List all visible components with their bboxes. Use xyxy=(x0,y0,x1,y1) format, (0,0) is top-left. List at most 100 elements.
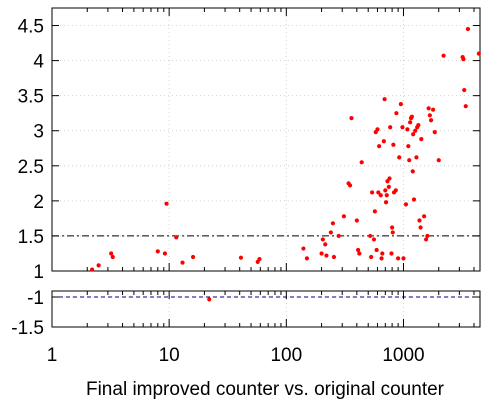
grid-layer xyxy=(52,8,480,327)
tick-layer: 11.522.533.544.5-1-1.51 10 100 1000 xyxy=(11,8,480,366)
data-point xyxy=(383,188,388,193)
data-point xyxy=(416,123,421,128)
y-tick-label: 1.5 xyxy=(18,227,44,248)
data-point xyxy=(405,127,410,132)
data-point xyxy=(428,118,434,123)
data-point xyxy=(403,202,409,207)
data-point xyxy=(379,256,384,261)
data-point xyxy=(375,127,380,132)
data-point xyxy=(331,254,337,260)
x-tick-label: 1000 xyxy=(382,345,424,366)
data-point xyxy=(397,155,402,160)
data-point xyxy=(426,106,431,111)
data-point xyxy=(378,193,383,198)
data-point xyxy=(382,97,387,102)
data-point xyxy=(408,120,413,125)
x-tick-label: 100 xyxy=(270,345,302,366)
data-point xyxy=(374,247,379,253)
data-point xyxy=(377,144,382,149)
y-tick-label: 2.5 xyxy=(18,157,44,178)
data-point xyxy=(463,104,468,109)
data-point xyxy=(423,237,429,242)
data-point xyxy=(368,233,373,239)
data-point xyxy=(390,225,395,230)
data-point xyxy=(356,247,361,253)
data-point xyxy=(109,251,114,256)
data-point xyxy=(354,218,359,223)
data-point xyxy=(401,256,406,261)
data-point xyxy=(301,246,306,251)
data-point xyxy=(341,214,346,219)
data-point xyxy=(369,254,374,260)
data-point xyxy=(257,256,262,262)
plot-frames xyxy=(51,7,481,328)
x-axis-title: Final improved counter vs. original coun… xyxy=(86,379,445,400)
data-point xyxy=(390,230,395,235)
data-point xyxy=(359,160,364,165)
data-point xyxy=(370,190,375,195)
data-point xyxy=(383,200,389,205)
data-point xyxy=(174,235,179,240)
data-point xyxy=(462,87,467,93)
data-point xyxy=(349,116,354,121)
data-point xyxy=(320,237,325,242)
y-tick-label: 2 xyxy=(33,192,44,213)
data-point xyxy=(386,184,391,189)
data-point xyxy=(400,125,405,130)
data-point xyxy=(411,132,416,137)
data-point xyxy=(422,214,427,219)
data-point xyxy=(371,237,377,242)
data-point xyxy=(357,251,362,256)
data-point xyxy=(207,297,212,302)
data-point xyxy=(324,253,329,258)
data-point xyxy=(407,158,412,163)
data-point xyxy=(461,57,466,62)
data-point xyxy=(336,233,341,239)
data-point xyxy=(441,53,446,58)
data-point xyxy=(393,188,398,193)
data-point xyxy=(164,201,169,206)
data-point xyxy=(411,197,417,202)
data-point xyxy=(413,128,418,133)
data-point xyxy=(238,255,244,260)
data-point xyxy=(381,139,386,144)
data-point xyxy=(380,251,385,256)
data-point xyxy=(427,113,432,118)
data-point xyxy=(418,225,423,230)
data-point xyxy=(389,251,394,256)
data-point xyxy=(323,242,328,247)
data-point xyxy=(180,260,185,265)
data-point xyxy=(406,144,411,149)
data-point xyxy=(465,26,471,32)
data-point xyxy=(432,130,437,135)
points-layer xyxy=(90,26,481,302)
data-point xyxy=(410,169,415,174)
data-point xyxy=(476,51,481,56)
y-tick-label: 4 xyxy=(33,52,44,73)
data-point xyxy=(347,183,353,188)
reference-lines-layer xyxy=(52,235,480,298)
data-point xyxy=(330,221,336,226)
x-tick-label: 1 xyxy=(47,345,58,366)
data-point xyxy=(409,114,414,119)
data-point xyxy=(396,256,401,261)
plot-frame xyxy=(51,290,481,328)
data-point xyxy=(328,230,333,235)
y-tick-label: 3 xyxy=(33,122,44,143)
data-point xyxy=(419,137,424,142)
y-tick-label: 4.5 xyxy=(18,17,44,38)
data-point xyxy=(96,263,101,268)
data-point xyxy=(394,111,399,116)
data-point xyxy=(162,251,168,256)
data-point xyxy=(398,101,403,107)
data-point xyxy=(376,190,381,195)
data-point xyxy=(384,193,389,198)
plot-frame xyxy=(51,7,481,272)
x-tick-label: 10 xyxy=(159,345,180,366)
data-point xyxy=(319,251,324,256)
data-point xyxy=(417,218,422,223)
data-point xyxy=(110,254,115,260)
data-point xyxy=(436,158,441,163)
